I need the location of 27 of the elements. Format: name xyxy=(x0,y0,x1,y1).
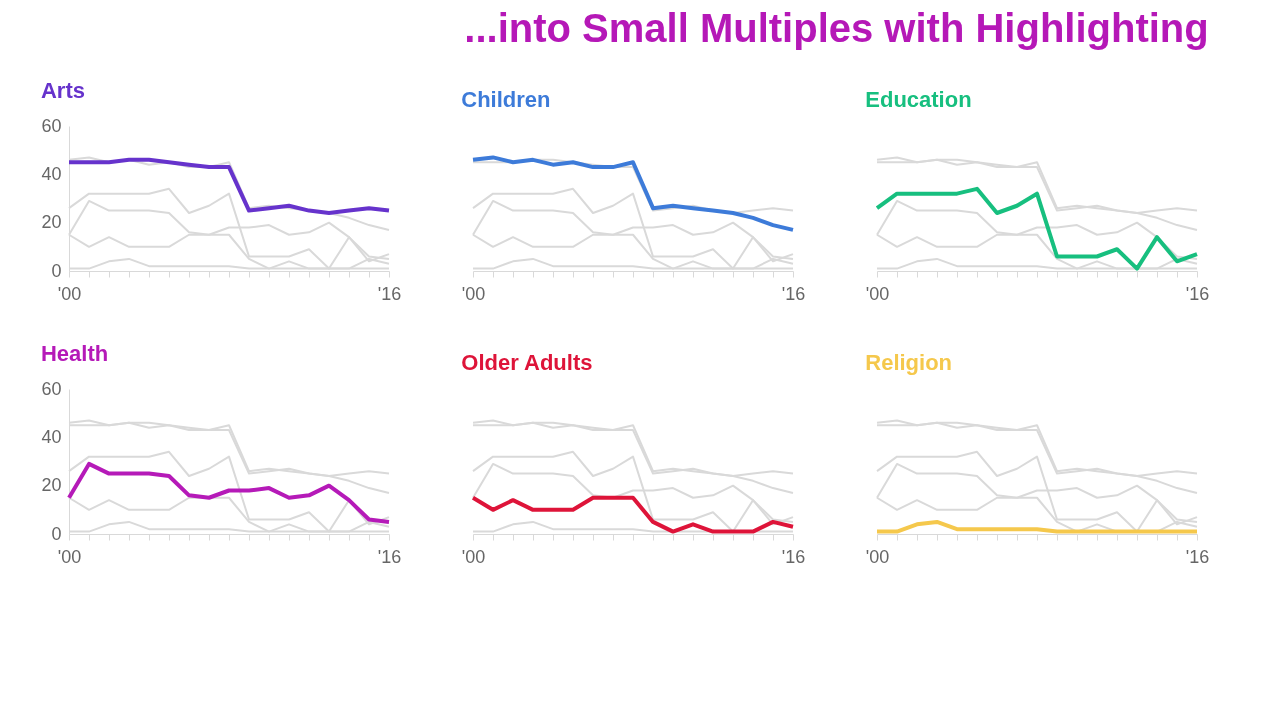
text: ...into Small Multiples with Highlighting xyxy=(464,6,1209,50)
chart-title: Religion xyxy=(865,350,953,375)
chart-title: Children xyxy=(461,87,551,112)
x-tick-label: '16 xyxy=(377,283,402,304)
x-tick-label: '16 xyxy=(1185,283,1210,304)
x-tick-label: '00 xyxy=(865,283,890,304)
y-tick-label: 40 xyxy=(41,163,62,184)
chart-title: Education xyxy=(865,87,972,112)
x-tick-label: '16 xyxy=(781,283,806,304)
x-tick-label: '00 xyxy=(461,546,486,567)
y-tick-label: 20 xyxy=(41,212,62,233)
x-tick-label: '00 xyxy=(865,546,890,567)
y-tick-label: 60 xyxy=(41,378,62,399)
y-tick-label: 40 xyxy=(41,426,62,447)
x-tick-label: '16 xyxy=(781,546,806,567)
x-tick-label: '16 xyxy=(1185,546,1210,567)
x-tick-label: '16 xyxy=(377,546,402,567)
y-tick-label: 60 xyxy=(41,115,62,136)
chart-title: Arts xyxy=(40,78,85,103)
y-tick-label: 0 xyxy=(51,523,62,544)
y-tick-label: 20 xyxy=(41,475,62,496)
chart-title: Health xyxy=(40,341,109,366)
x-tick-label: '00 xyxy=(57,546,82,567)
x-tick-label: '00 xyxy=(461,283,486,304)
x-tick-label: '00 xyxy=(57,283,82,304)
chart-title: Older Adults xyxy=(461,350,593,375)
y-tick-label: 0 xyxy=(51,260,62,281)
